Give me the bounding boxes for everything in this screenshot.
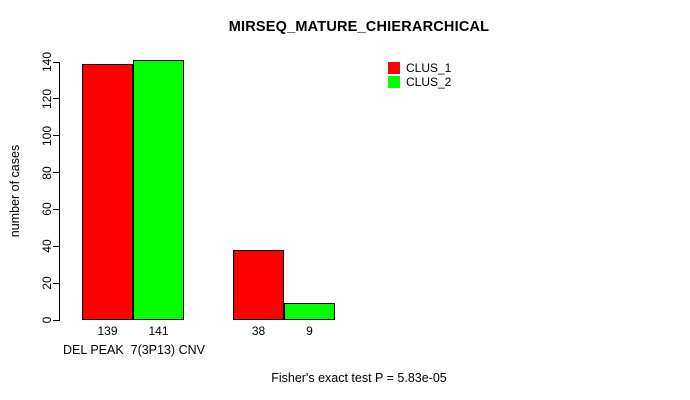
y-axis-label: number of cases [8,144,22,238]
y-axis-tick-label-60: 60 [40,202,54,217]
y-axis-tick-label-100: 100 [40,125,54,146]
y-axis-tick-label-20: 20 [40,276,54,290]
y-axis-tick-label-80: 80 [40,165,54,180]
y-axis-tick-label-40: 40 [40,239,54,253]
y-axis-tick-40 [53,245,60,247]
legend-item-clus_1: CLUS_1 [388,62,451,74]
y-axis-tick-0 [53,319,60,321]
fisher-test-annotation: Fisher's exact test P = 5.83e-05 [271,371,447,385]
legend-label-clus_1: CLUS_1 [406,61,452,75]
y-axis-tick-100 [53,135,60,137]
plot-area: 0 20 40 60 80 100 120 140 139 38 141 9 [40,52,660,338]
legend-swatch-clus_2 [388,76,400,88]
legend: CLUS_1 CLUS_2 [388,62,451,90]
legend-swatch-clus_1 [388,62,400,74]
bar-clus_2-group2 [284,303,335,320]
legend-item-clus_2: CLUS_2 [388,76,451,88]
y-axis-tick-label-120: 120 [40,88,54,109]
y-axis-tick-label-0: 0 [40,316,54,324]
y-axis-tick-label-140: 140 [40,51,54,73]
bar-value-label-clus_1-group1: 139 [97,324,118,338]
chart-title: MIRSEQ_MATURE_CHIERARCHICAL [228,19,490,35]
y-axis-tick-80 [53,172,60,174]
bar-clus_1-group2 [233,249,284,320]
bar-value-label-clus_2-group1: 141 [148,324,169,338]
bar-value-label-clus_1-group2: 38 [251,324,266,338]
y-axis-tick-140 [53,61,60,63]
bar-clus_2-group1 [133,60,184,320]
y-axis-tick-120 [53,98,60,100]
bar-clus_1-group1 [82,63,133,320]
x-axis-label: DEL PEAK 7(3P13) CNV [63,343,205,357]
y-axis-tick-60 [53,208,60,210]
legend-label-clus_2: CLUS_2 [406,75,452,89]
y-axis-tick-20 [53,282,60,284]
bar-value-label-clus_2-group2: 9 [306,324,313,338]
